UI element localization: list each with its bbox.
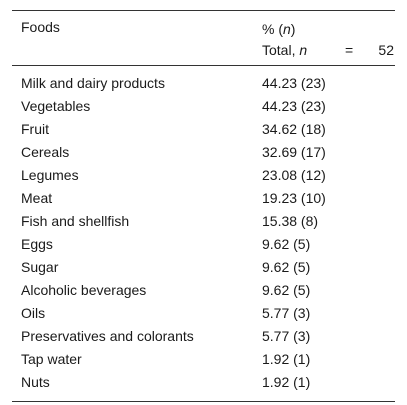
- table-bottom-rule: [12, 401, 395, 402]
- table-row: Nuts 1.92 (1): [12, 372, 395, 395]
- row-value: 23.08 (12): [262, 167, 326, 183]
- table-row: Vegetables 44.23 (23): [12, 96, 395, 119]
- table-top-rule: [12, 10, 395, 11]
- row-value: 1.92 (1): [262, 351, 311, 367]
- row-value: 9.62 (5): [262, 259, 311, 275]
- table-row: Milk and dairy products 44.23 (23): [12, 73, 395, 96]
- header-total-line: Total, n = 52: [262, 40, 394, 61]
- row-food: Tap water: [21, 351, 82, 367]
- row-value: 1.92 (1): [262, 374, 311, 390]
- header-percent-suffix: ): [290, 21, 296, 37]
- row-food: Meat: [21, 190, 53, 206]
- row-food: Cereals: [21, 144, 70, 160]
- row-food: Fruit: [21, 121, 49, 137]
- table-row: Sugar 9.62 (5): [12, 257, 395, 280]
- row-value: 9.62 (5): [262, 236, 311, 252]
- table-row: Tap water 1.92 (1): [12, 349, 395, 372]
- table-row: Oils 5.77 (3): [12, 303, 395, 326]
- row-food: Preservatives and colorants: [21, 328, 194, 344]
- table-row: Preservatives and colorants 5.77 (3): [12, 326, 395, 349]
- row-value: 32.69 (17): [262, 144, 326, 160]
- row-value: 44.23 (23): [262, 75, 326, 91]
- row-value: 5.77 (3): [262, 328, 311, 344]
- row-food: Nuts: [21, 374, 50, 390]
- header-total-n: n: [299, 42, 308, 58]
- row-value: 19.23 (10): [262, 190, 326, 206]
- foods-table: Foods % (n) Total, n = 52 Milk and dairy p…: [12, 10, 395, 402]
- row-food: Fish and shellfish: [21, 213, 130, 229]
- header-foods: Foods: [21, 19, 60, 35]
- row-food: Legumes: [21, 167, 79, 183]
- row-food: Milk and dairy products: [21, 75, 165, 91]
- header-percent: % (n) Total, n = 52: [262, 19, 394, 61]
- row-value: 5.77 (3): [262, 305, 311, 321]
- table-row: Legumes 23.08 (12): [12, 165, 395, 188]
- table-row: Alcoholic beverages 9.62 (5): [12, 280, 395, 303]
- header-total-value: 52: [378, 42, 394, 58]
- table-row: Meat 19.23 (10): [12, 188, 395, 211]
- row-value: 9.62 (5): [262, 282, 311, 298]
- row-food: Alcoholic beverages: [21, 282, 147, 298]
- header-percent-n: n: [283, 21, 291, 37]
- row-value: 44.23 (23): [262, 98, 326, 114]
- header-percent-line1: % (n): [262, 19, 394, 40]
- row-food: Oils: [21, 305, 46, 321]
- table-header: Foods % (n) Total, n = 52: [12, 11, 395, 65]
- row-food: Sugar: [21, 259, 59, 275]
- table-body: Milk and dairy products 44.23 (23) Vegetab…: [12, 66, 395, 401]
- table-row: Fish and shellfish 15.38 (8): [12, 211, 395, 234]
- row-food: Vegetables: [21, 98, 91, 114]
- table-row: Cereals 32.69 (17): [12, 142, 395, 165]
- table-header-rule: [12, 65, 395, 66]
- row-value: 34.62 (18): [262, 121, 326, 137]
- header-total-eq: =: [345, 42, 354, 58]
- header-total-prefix: Total,: [262, 42, 300, 58]
- row-food: Eggs: [21, 236, 53, 252]
- row-value: 15.38 (8): [262, 213, 319, 229]
- table-row: Fruit 34.62 (18): [12, 119, 395, 142]
- table-row: Eggs 9.62 (5): [12, 234, 395, 257]
- header-percent-prefix: % (: [262, 21, 283, 37]
